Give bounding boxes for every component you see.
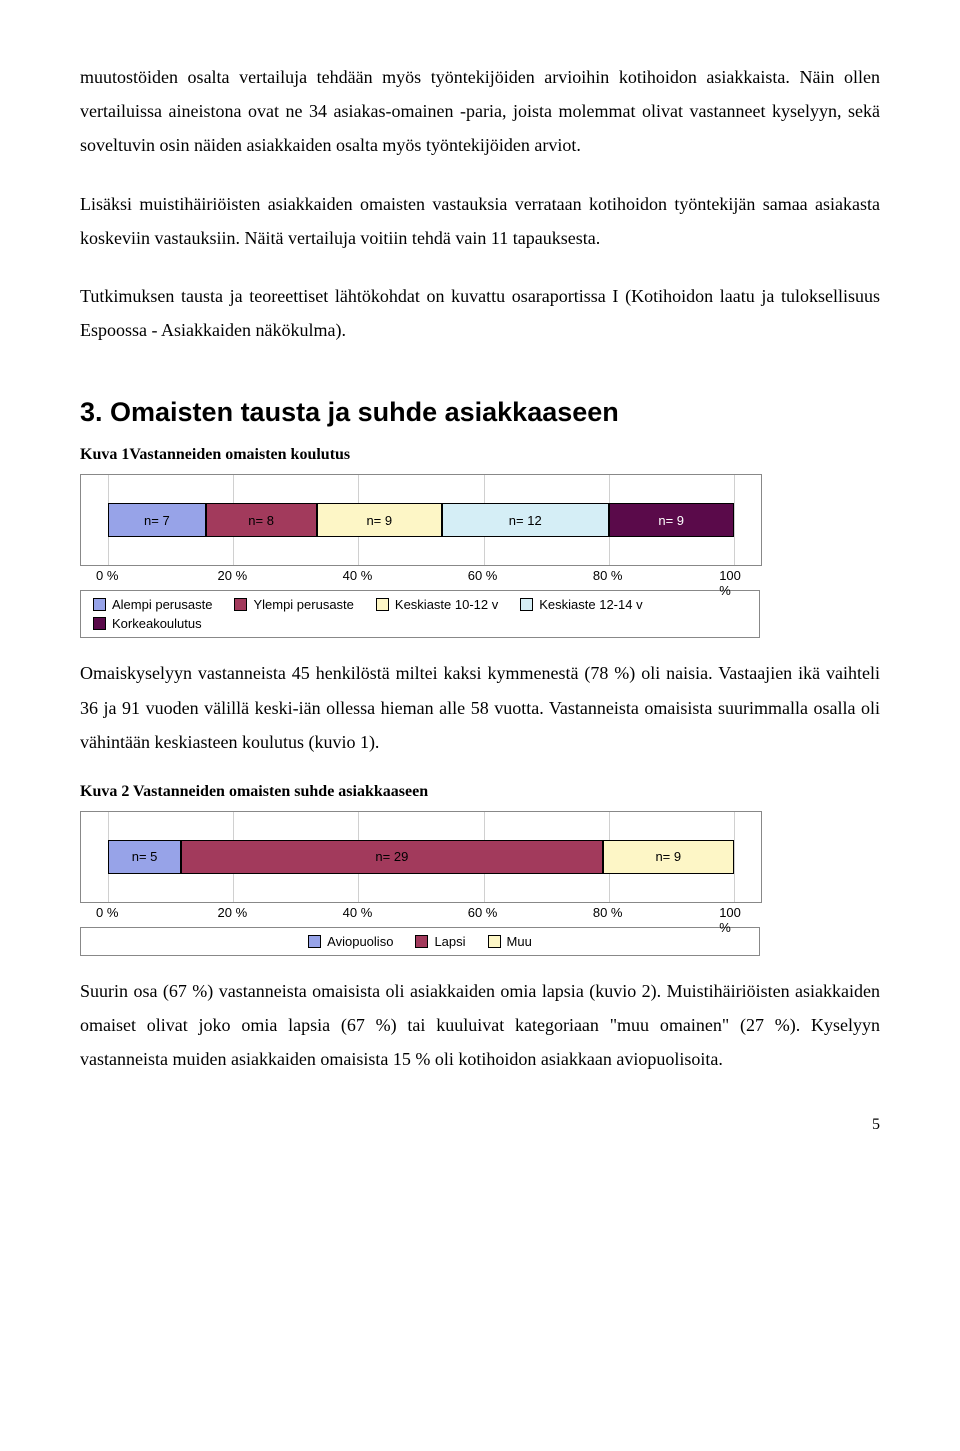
legend-item: Keskiaste 12-14 v <box>520 597 642 612</box>
legend-label: Muu <box>507 934 532 949</box>
legend-swatch-icon <box>93 598 106 611</box>
legend-item: Aviopuoliso <box>308 934 393 949</box>
paragraph: Tutkimuksen tausta ja teoreettiset lähtö… <box>80 279 880 347</box>
chart-plot-area: n= 5n= 29n= 9 <box>80 811 762 903</box>
legend-swatch-icon <box>234 598 247 611</box>
section-heading: 3. Omaisten tausta ja suhde asiakkaaseen <box>80 397 880 428</box>
chart-legend: Aviopuoliso Lapsi Muu <box>80 927 760 956</box>
chart-tick-label: 20 % <box>217 905 247 920</box>
legend-label: Lapsi <box>434 934 465 949</box>
document-page: muutostöiden osalta vertailuja tehdään m… <box>0 0 960 1174</box>
figure-caption: Kuva 2 Vastanneiden omaisten suhde asiak… <box>80 783 880 801</box>
legend-swatch-icon <box>93 617 106 630</box>
legend-swatch-icon <box>308 935 321 948</box>
chart-x-axis: 0 %20 %40 %60 %80 %100 % <box>80 905 760 923</box>
legend-item: Keskiaste 10-12 v <box>376 597 498 612</box>
chart-segment: n= 9 <box>603 840 734 874</box>
chart-gridline <box>734 812 735 902</box>
paragraph: Omaiskyselyyn vastanneista 45 henkilöstä… <box>80 656 880 759</box>
chart-x-axis: 0 %20 %40 %60 %80 %100 % <box>80 568 760 586</box>
chart-segment: n= 29 <box>181 840 603 874</box>
legend-label: Aviopuoliso <box>327 934 393 949</box>
figure-caption: Kuva 1Vastanneiden omaisten koulutus <box>80 446 880 464</box>
legend-label: Alempi perusaste <box>112 597 212 612</box>
chart-plot-area: n= 7n= 8n= 9n= 12n= 9 <box>80 474 762 566</box>
page-number: 5 <box>80 1116 880 1134</box>
chart-segment: n= 9 <box>609 503 734 537</box>
chart-bar-row: n= 7n= 8n= 9n= 12n= 9 <box>108 503 734 537</box>
chart-tick-label: 100 % <box>719 568 746 598</box>
chart-segment: n= 9 <box>317 503 442 537</box>
education-chart: n= 7n= 8n= 9n= 12n= 9 0 %20 %40 %60 %80 … <box>80 474 880 638</box>
chart-legend: Alempi perusaste Ylempi perusaste Keskiast… <box>80 590 760 638</box>
chart-tick-label: 60 % <box>468 568 498 583</box>
legend-item: Lapsi <box>415 934 465 949</box>
legend-label: Keskiaste 12-14 v <box>539 597 642 612</box>
chart-tick-label: 60 % <box>468 905 498 920</box>
chart-bar-row: n= 5n= 29n= 9 <box>108 840 734 874</box>
chart-tick-label: 100 % <box>719 905 746 935</box>
chart-tick-label: 40 % <box>343 905 373 920</box>
legend-item: Muu <box>488 934 532 949</box>
chart-tick-label: 80 % <box>593 568 623 583</box>
paragraph: Lisäksi muistihäiriöisten asiakkaiden om… <box>80 187 880 255</box>
legend-item: Korkeakoulutus <box>93 616 202 631</box>
chart-segment: n= 7 <box>108 503 205 537</box>
relation-chart: n= 5n= 29n= 9 0 % 20 % 40 % 60 % 80 % 100 % A… <box>80 811 880 956</box>
legend-swatch-icon <box>520 598 533 611</box>
legend-label: Korkeakoulutus <box>112 616 202 631</box>
legend-item: Ylempi perusaste <box>234 597 353 612</box>
legend-swatch-icon <box>415 935 428 948</box>
chart-tick-label: 20 % <box>217 568 247 583</box>
legend-item: Alempi perusaste <box>93 597 212 612</box>
chart-tick-label: 0 % <box>96 568 118 583</box>
chart-tick-label: 80 % <box>593 905 623 920</box>
legend-swatch-icon <box>488 935 501 948</box>
legend-label: Keskiaste 10-12 v <box>395 597 498 612</box>
legend-swatch-icon <box>376 598 389 611</box>
chart-tick-label: 40 % <box>343 568 373 583</box>
chart-segment: n= 12 <box>442 503 609 537</box>
chart-tick-label: 0 % <box>96 905 118 920</box>
legend-label: Ylempi perusaste <box>253 597 353 612</box>
chart-gridline <box>734 475 735 565</box>
chart-segment: n= 5 <box>108 840 181 874</box>
chart-segment: n= 8 <box>206 503 317 537</box>
paragraph: muutostöiden osalta vertailuja tehdään m… <box>80 60 880 163</box>
paragraph: Suurin osa (67 %) vastanneista omaisista… <box>80 974 880 1077</box>
